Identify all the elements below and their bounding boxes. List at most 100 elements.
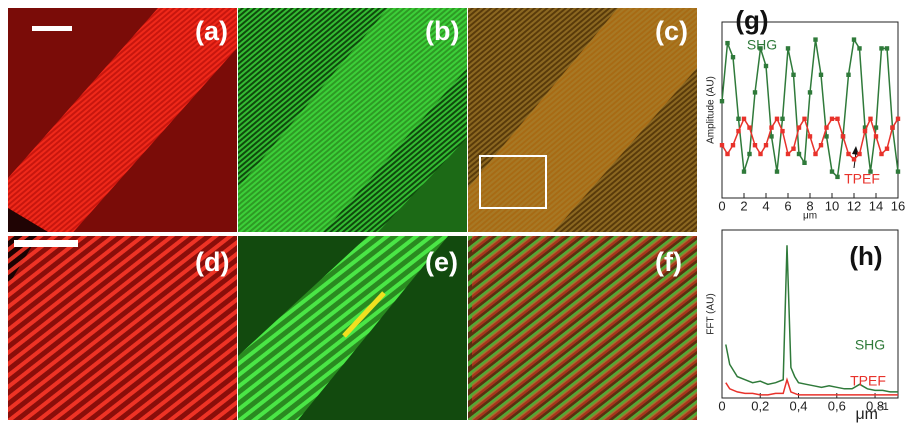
point — [769, 134, 774, 139]
point — [769, 125, 774, 130]
x-tick-label: 0,8 — [866, 398, 884, 413]
x-axis-label: μm — [803, 211, 817, 222]
point — [862, 128, 868, 134]
panel-label: (d) — [195, 247, 229, 277]
series-name: SHG — [747, 37, 777, 53]
point — [780, 116, 785, 121]
point — [851, 157, 857, 162]
series-name: TPEF — [844, 171, 880, 187]
point — [780, 128, 785, 134]
point — [873, 134, 879, 139]
x-tick-label: 6 — [784, 198, 791, 213]
point — [752, 143, 758, 148]
panel-label: (g) — [735, 5, 768, 35]
point — [879, 46, 884, 51]
panel-label: (h) — [849, 241, 882, 271]
image-f — [468, 236, 697, 420]
point — [851, 37, 857, 42]
point — [758, 151, 763, 157]
panel-label: (a) — [195, 16, 228, 46]
point — [857, 46, 862, 51]
point — [763, 63, 769, 69]
x-tick-label: 12 — [847, 198, 861, 213]
point — [785, 151, 791, 157]
y-axis-label: Amplitude (AU) — [706, 76, 717, 144]
series-name: SHG — [855, 337, 885, 353]
panel-label: (b) — [425, 16, 459, 46]
image-b — [238, 8, 467, 232]
point — [796, 151, 802, 157]
point — [846, 151, 851, 157]
series-line — [721, 37, 899, 179]
point — [895, 116, 901, 121]
point — [818, 72, 824, 77]
point — [774, 169, 780, 174]
point — [857, 151, 862, 157]
point — [873, 125, 879, 130]
point — [862, 125, 868, 130]
point — [763, 143, 769, 148]
x-tick-label: 0,2 — [751, 398, 769, 413]
point — [868, 116, 873, 121]
point — [884, 146, 890, 151]
point — [835, 174, 840, 180]
point — [736, 116, 741, 121]
point — [802, 160, 807, 165]
plot-frame — [721, 229, 899, 399]
x-tick-label: 4 — [762, 198, 769, 213]
point — [741, 116, 747, 121]
x-tick-label: 0,4 — [789, 398, 807, 413]
point — [846, 72, 851, 77]
point — [725, 151, 730, 157]
point — [840, 134, 846, 139]
x-tick-label: 0,6 — [828, 398, 846, 413]
x-tick-label: 0 — [718, 198, 725, 213]
point — [725, 40, 730, 46]
point — [829, 169, 835, 174]
image-d — [8, 236, 237, 420]
point — [719, 143, 725, 148]
image-a — [8, 8, 237, 232]
x-axis-label: μm — [855, 406, 878, 423]
series-name: TPEF — [850, 373, 886, 389]
panel-label: (f) — [655, 247, 682, 277]
point — [730, 55, 736, 60]
point — [807, 90, 813, 95]
x-tick-label: 2 — [740, 198, 747, 213]
point — [774, 116, 780, 121]
point — [741, 169, 747, 174]
point — [752, 90, 758, 95]
image-c — [468, 8, 697, 232]
point — [813, 151, 818, 157]
arrow-head — [852, 146, 859, 155]
point — [747, 125, 752, 130]
point — [895, 169, 901, 174]
point — [802, 116, 807, 121]
x-tick-label: 0 — [718, 398, 725, 413]
point — [835, 116, 840, 121]
point — [791, 72, 796, 77]
series-line — [725, 377, 898, 396]
x-axis-label-sup: -1 — [879, 401, 889, 413]
point — [791, 146, 796, 151]
panel-label: (e) — [425, 247, 458, 277]
point — [747, 151, 752, 157]
point — [824, 134, 829, 139]
y-axis-label: FFT (AU) — [706, 293, 717, 334]
point — [890, 125, 895, 130]
x-tick-label: 8 — [806, 198, 813, 213]
point — [796, 125, 802, 130]
point — [884, 46, 890, 51]
point — [785, 46, 791, 51]
point — [813, 37, 818, 42]
point — [829, 116, 835, 121]
point — [824, 125, 829, 130]
point — [736, 128, 741, 134]
point — [818, 143, 824, 148]
image-e — [238, 236, 467, 420]
point — [719, 99, 725, 104]
point — [868, 169, 873, 174]
point — [730, 143, 736, 148]
point — [879, 151, 884, 157]
